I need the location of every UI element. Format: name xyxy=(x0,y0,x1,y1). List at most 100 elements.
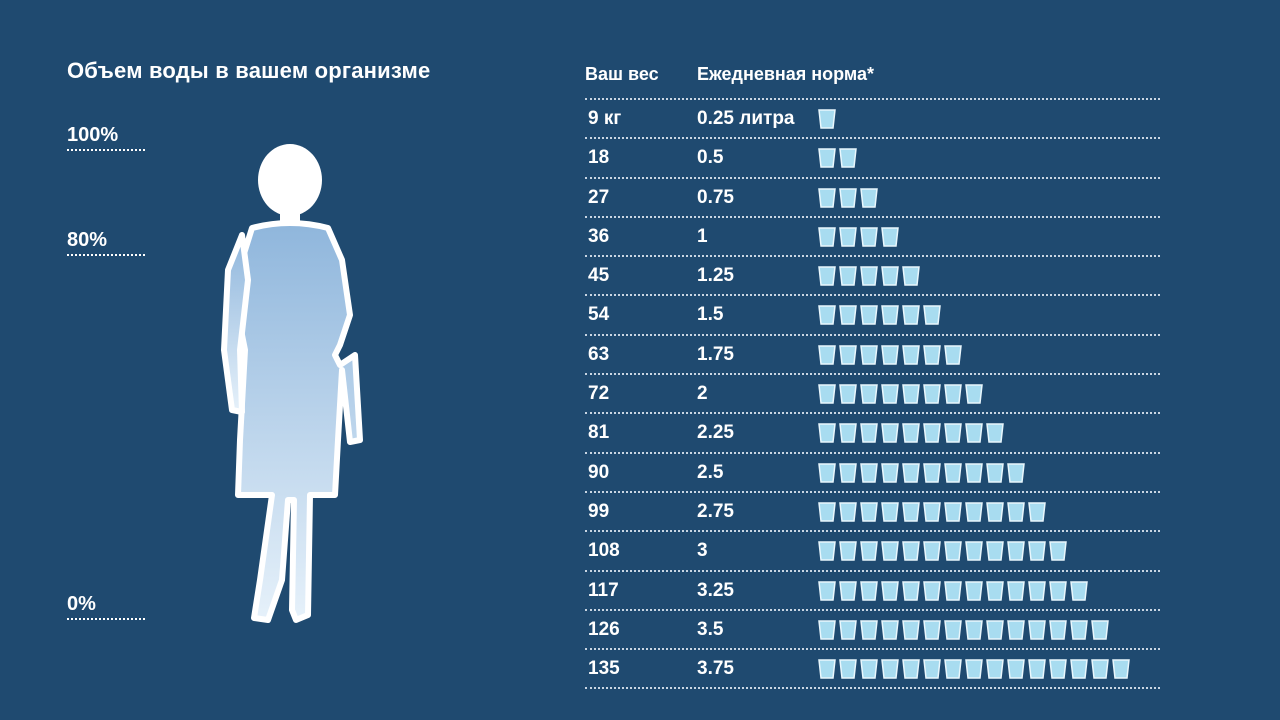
cup-icon xyxy=(923,502,941,522)
cup-icon xyxy=(881,659,899,679)
cup-icon xyxy=(860,580,878,601)
cup-icon xyxy=(1028,502,1046,522)
row-weight: 81 xyxy=(588,422,610,444)
table-row: 81 2.25 xyxy=(585,414,1160,454)
cup-icon xyxy=(860,462,878,483)
figure-arm-left xyxy=(221,232,251,415)
row-liters: 2.5 xyxy=(697,461,724,483)
row-liters: 2.25 xyxy=(697,422,734,444)
cup-icon xyxy=(1028,659,1046,679)
cup-icon xyxy=(923,305,941,326)
cup-icon xyxy=(1049,541,1067,562)
cup-icon xyxy=(839,266,857,286)
row-weight: 135 xyxy=(588,658,620,680)
table-row: 117 3.25 xyxy=(585,572,1160,611)
cup-icon xyxy=(944,580,962,601)
cup-icon xyxy=(1007,541,1025,562)
cup-icon xyxy=(860,305,878,326)
cup-icon xyxy=(881,423,899,444)
cup-icon xyxy=(818,423,836,444)
row-cups xyxy=(818,658,1133,680)
cups-group xyxy=(818,187,878,208)
cup-icon xyxy=(881,462,899,483)
cups-group xyxy=(818,148,857,169)
row-cups xyxy=(818,226,902,248)
table-body: 9 кг 0.25 литра 18 0.5 27 0.75 36 1 45 1.25 54 1.5 6… xyxy=(585,100,1160,690)
col-weight-header: Ваш вес xyxy=(585,64,659,84)
cup-icon xyxy=(1049,659,1067,679)
cups-group xyxy=(818,541,1067,562)
table-row: 63 1.75 xyxy=(585,336,1160,376)
table-row: 90 2.5 xyxy=(585,454,1160,493)
cup-icon xyxy=(965,580,983,601)
cup-icon xyxy=(818,620,836,640)
figure-body xyxy=(235,220,363,623)
cup-icon xyxy=(839,384,857,404)
col-norm-header: Ежедневная норма* xyxy=(697,64,875,84)
cup-icon xyxy=(881,266,899,286)
cup-icon xyxy=(923,423,941,444)
cup-icon xyxy=(818,384,836,404)
cup-icon xyxy=(902,620,920,640)
row-weight: 117 xyxy=(588,579,619,601)
cup-icon xyxy=(965,541,983,562)
cup-icon xyxy=(923,462,941,483)
table-row: 18 0.5 xyxy=(585,139,1160,179)
chart-title: Объем воды в вашем организме xyxy=(67,58,431,83)
row-weight: 9 кг xyxy=(588,108,622,129)
cup-icon xyxy=(881,580,899,601)
row-weight: 36 xyxy=(588,225,610,247)
row-liters: 0.5 xyxy=(697,147,724,169)
cup-icon xyxy=(860,227,878,247)
row-weight: 108 xyxy=(588,540,620,562)
cups-group xyxy=(818,227,899,247)
cup-icon xyxy=(923,580,941,601)
cup-icon xyxy=(839,227,857,247)
cup-icon xyxy=(902,659,920,679)
cups-group xyxy=(818,384,983,404)
cups-group xyxy=(818,345,962,365)
table-row: 108 3 xyxy=(585,532,1160,572)
cup-icon xyxy=(860,620,878,640)
cup-icon xyxy=(902,423,920,444)
row-cups xyxy=(818,147,860,169)
cup-icon xyxy=(881,502,899,522)
row-liters: 3.75 xyxy=(697,658,734,680)
cup-icon xyxy=(944,659,962,679)
cup-icon xyxy=(818,502,836,522)
cup-icon xyxy=(923,384,941,404)
cup-icon xyxy=(839,462,857,483)
cup-icon xyxy=(1091,620,1109,640)
row-weight: 45 xyxy=(588,265,610,287)
cup-icon xyxy=(986,580,1004,601)
cup-icon xyxy=(860,423,878,444)
cup-icon xyxy=(902,384,920,404)
cup-icon xyxy=(1070,659,1088,679)
row-liters: 2 xyxy=(697,383,708,405)
row-liters: 0.75 xyxy=(697,186,734,208)
cup-icon xyxy=(1028,620,1046,640)
cup-icon xyxy=(1007,620,1025,640)
cup-icon xyxy=(986,620,1004,640)
row-weight: 72 xyxy=(588,383,610,405)
cup-icon xyxy=(986,423,1004,444)
cups-group xyxy=(818,580,1088,601)
cup-icon xyxy=(902,541,920,562)
row-cups xyxy=(818,462,1028,484)
water-norm-table: Ваш вес Ежедневная норма* 9 кг 0.25 литра… xyxy=(585,58,1160,690)
cup-icon xyxy=(818,305,836,326)
cup-icon xyxy=(965,384,983,404)
cup-icon xyxy=(818,345,836,365)
row-weight: 90 xyxy=(588,461,610,483)
row-liters: 3.5 xyxy=(697,618,724,640)
row-cups xyxy=(818,304,944,326)
cup-icon xyxy=(839,187,857,208)
cup-icon xyxy=(860,541,878,562)
cup-icon xyxy=(923,345,941,365)
row-weight: 126 xyxy=(588,618,620,640)
cups-group xyxy=(818,659,1130,679)
cup-icon xyxy=(1007,580,1025,601)
cup-icon xyxy=(1091,659,1109,679)
table-row: 99 2.75 xyxy=(585,493,1160,533)
cup-icon xyxy=(860,384,878,404)
